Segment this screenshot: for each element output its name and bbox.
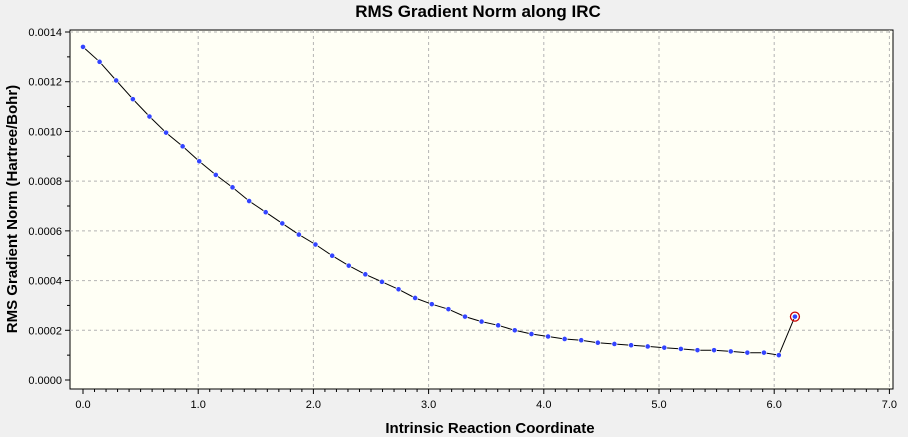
data-point bbox=[761, 349, 767, 356]
y-tick-label: 0.0004 bbox=[28, 276, 62, 288]
x-tick-label: 1.0 bbox=[191, 399, 206, 411]
data-point bbox=[129, 96, 136, 103]
data-point bbox=[345, 262, 352, 269]
data-point bbox=[379, 278, 385, 285]
data-point bbox=[428, 301, 435, 308]
x-tick-label: 4.0 bbox=[536, 399, 551, 411]
data-point bbox=[677, 346, 684, 352]
x-tick-label: 3.0 bbox=[421, 399, 436, 411]
data-point bbox=[445, 306, 452, 313]
data-point bbox=[727, 348, 734, 355]
data-point bbox=[661, 344, 668, 351]
y-tick-label: 0.0010 bbox=[28, 126, 62, 138]
x-tick-label: 7.0 bbox=[882, 399, 897, 411]
data-point bbox=[212, 172, 219, 178]
data-point bbox=[196, 158, 203, 165]
y-tick-label: 0.0002 bbox=[28, 325, 62, 337]
data-point bbox=[628, 342, 635, 349]
data-point bbox=[644, 343, 651, 350]
y-tick-label: 0.0014 bbox=[28, 27, 62, 39]
data-point bbox=[545, 333, 551, 340]
data-point bbox=[295, 231, 302, 238]
plot-area bbox=[69, 29, 894, 390]
x-tick-label: 0.0 bbox=[75, 399, 90, 411]
series-irc bbox=[80, 44, 801, 359]
data-point bbox=[179, 143, 186, 150]
x-tick-label: 2.0 bbox=[306, 399, 321, 411]
y-tick-label: 0.0012 bbox=[28, 77, 62, 89]
y-tick-label: 0.0006 bbox=[28, 226, 62, 238]
data-point bbox=[113, 77, 120, 84]
data-point bbox=[262, 209, 269, 216]
data-point bbox=[80, 44, 86, 50]
data-point bbox=[594, 339, 601, 346]
data-point bbox=[146, 113, 153, 120]
data-point bbox=[412, 295, 419, 301]
data-point bbox=[478, 318, 485, 325]
data-point bbox=[96, 58, 103, 65]
x-tick-label: 6.0 bbox=[767, 399, 782, 411]
data-point bbox=[362, 271, 369, 278]
chart-title: RMS Gradient Norm along IRC bbox=[355, 2, 601, 21]
y-tick-label: 0.0008 bbox=[28, 176, 62, 188]
data-point bbox=[395, 286, 402, 293]
axes: 0.00000.00020.00040.00060.00080.00100.00… bbox=[28, 27, 897, 411]
data-point bbox=[561, 336, 568, 342]
y-tick-label: 0.0000 bbox=[28, 375, 62, 387]
data-point bbox=[312, 241, 319, 248]
data-point bbox=[279, 220, 286, 227]
data-point bbox=[744, 349, 751, 356]
x-tick-label: 5.0 bbox=[651, 399, 666, 411]
data-point bbox=[511, 327, 518, 334]
data-point bbox=[528, 331, 535, 337]
grid-lines bbox=[70, 30, 893, 389]
data-point bbox=[611, 341, 618, 347]
data-point bbox=[462, 313, 468, 320]
data-point bbox=[495, 322, 502, 329]
data-point bbox=[329, 252, 336, 259]
highlight-ring bbox=[789, 311, 801, 322]
data-point bbox=[246, 198, 253, 204]
data-point bbox=[775, 352, 782, 359]
data-point bbox=[163, 129, 169, 136]
data-point bbox=[694, 347, 701, 354]
data-point bbox=[792, 313, 798, 320]
data-point bbox=[229, 184, 236, 191]
data-point bbox=[711, 347, 717, 354]
x-axis-title: Intrinsic Reaction Coordinate bbox=[385, 420, 594, 437]
y-axis-title: RMS Gradient Norm (Hartree/Bohr) bbox=[4, 85, 21, 333]
data-point bbox=[578, 337, 585, 344]
